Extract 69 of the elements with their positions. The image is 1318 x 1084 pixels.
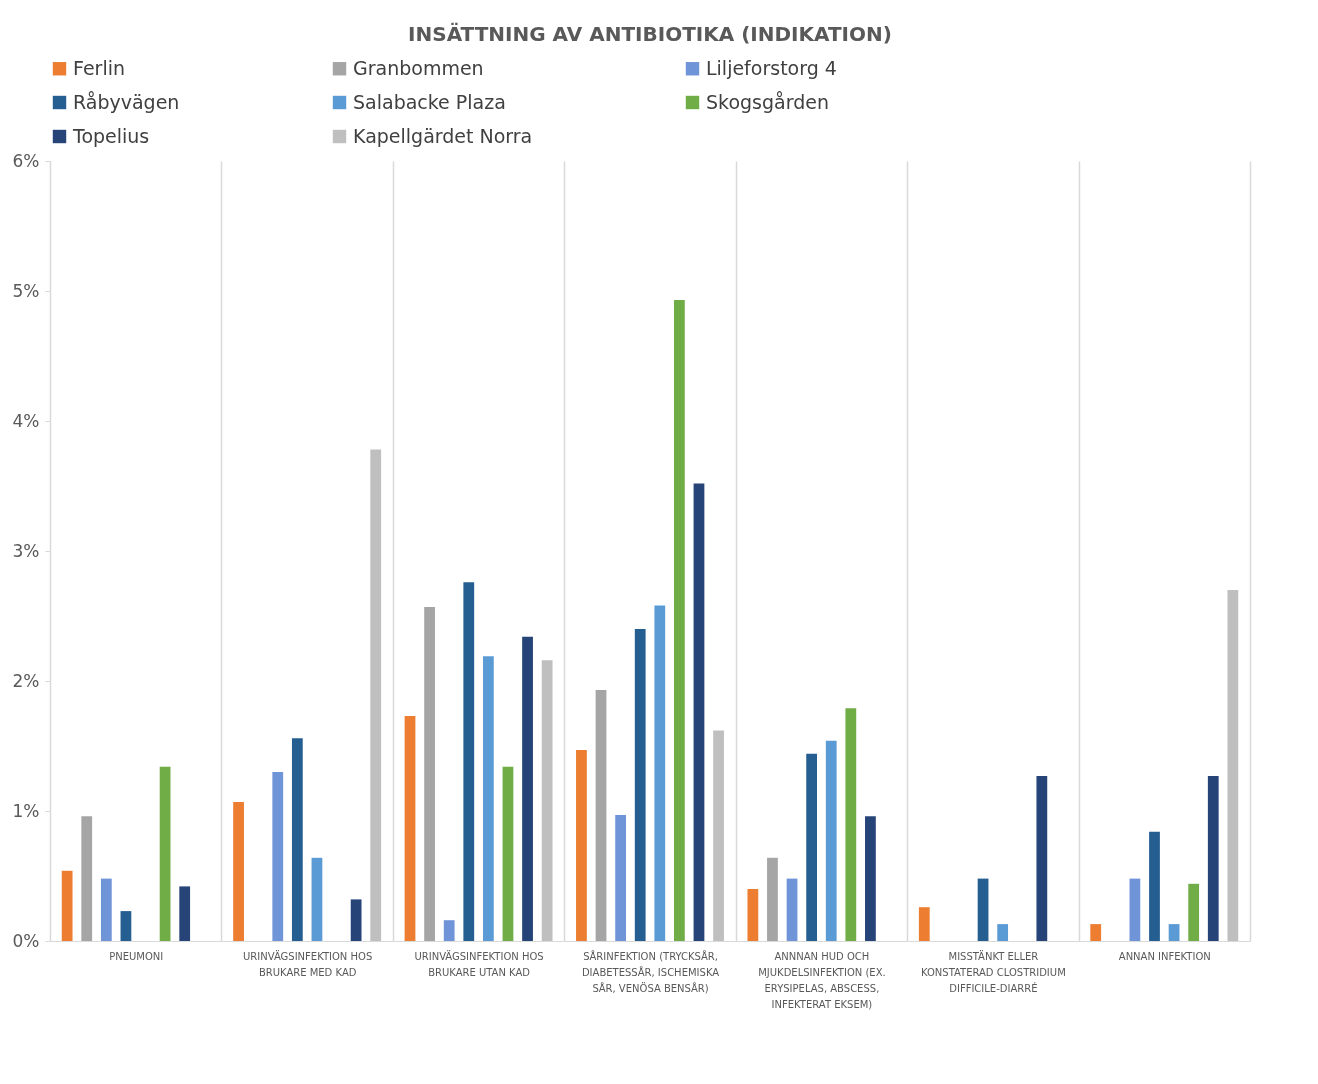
bar [674, 300, 685, 941]
bar [997, 924, 1009, 941]
bar [977, 878, 989, 941]
bar [1188, 883, 1200, 941]
bar [1090, 924, 1102, 941]
bar [120, 911, 132, 941]
bar [693, 483, 705, 941]
bar [918, 907, 930, 941]
legend-label: Granbommen [353, 56, 484, 79]
bar [654, 605, 666, 941]
bar [1227, 590, 1239, 941]
x-tick-label: URINVÄGSINFEKTION HOS BRUKARE UTAN KAD [414, 949, 544, 978]
x-tick-label: MISSTÄNKT ELLER KONSTATERAD CLOSTRIDIUM DIFFICILE-DIARRÉ [920, 949, 1066, 994]
bar [747, 889, 759, 941]
y-tick-label: 2% [12, 670, 40, 691]
bar [615, 814, 626, 941]
x-tick-label: SÅRINFEKTION (TRYCKSÅR, DIABETESSÅR, ISCHEMISKA SÅR, VENÖSA BENSÅR) [581, 949, 720, 994]
bar [1129, 878, 1141, 941]
y-tick-label: 4% [12, 410, 40, 431]
bar [522, 636, 533, 941]
bar [159, 766, 171, 941]
bar [786, 878, 798, 941]
x-tick-label: ANNAN INFEKTION [1118, 950, 1211, 962]
bar [311, 857, 323, 941]
bar [502, 766, 514, 941]
bar [81, 816, 93, 941]
bar [100, 878, 112, 941]
bar [443, 920, 455, 941]
legend-label: Råbyvägen [73, 90, 180, 113]
bar [1207, 775, 1219, 941]
bar [713, 730, 724, 941]
legend-label: Skogsgården [706, 90, 829, 113]
y-tick-label: 0% [12, 930, 40, 951]
bar [1168, 924, 1180, 941]
x-tick-label: ANNNAN HUD OCH MJUKDELSINFEKTION (EX. ERYSIPELAS, ABSCESS, INFEKTERAT EKSEM) [758, 950, 886, 1010]
legend-label: Topelius [72, 124, 150, 147]
x-tick-label: URINVÄGSINFEKTION HOS BRUKARE MED KAD [243, 949, 373, 978]
y-tick-label: 5% [12, 280, 40, 301]
bar [179, 886, 191, 941]
bar [291, 738, 303, 941]
bar [424, 606, 435, 941]
bar [1149, 831, 1160, 941]
bar [272, 772, 284, 941]
legend-label: Ferlin [73, 56, 125, 79]
y-tick-label: 6% [12, 150, 40, 171]
bar [845, 708, 857, 941]
y-tick-label: 1% [12, 800, 40, 821]
legend-label: Salabacke Plaza [353, 90, 506, 113]
bar [233, 801, 244, 941]
bar [541, 660, 553, 941]
bar [595, 690, 607, 941]
legend-label: Liljeforstorg 4 [706, 56, 837, 79]
bar [404, 716, 416, 941]
bar [482, 656, 494, 941]
bar [463, 582, 475, 941]
bar [350, 899, 362, 941]
bar [61, 870, 73, 941]
bar [865, 816, 876, 941]
x-tick-label: PNEUMONI [109, 950, 164, 962]
bar [576, 749, 587, 941]
bar [370, 449, 382, 941]
bar [806, 753, 818, 941]
legend-label: Kapellgärdet Norra [353, 124, 533, 147]
bar [1036, 775, 1048, 941]
bar [825, 740, 837, 941]
chart-title: INSÄTTNING AV ANTIBIOTIKA (INDIKATION) [408, 22, 892, 46]
bar [634, 629, 646, 941]
y-tick-label: 3% [12, 540, 40, 561]
bar [767, 857, 778, 941]
